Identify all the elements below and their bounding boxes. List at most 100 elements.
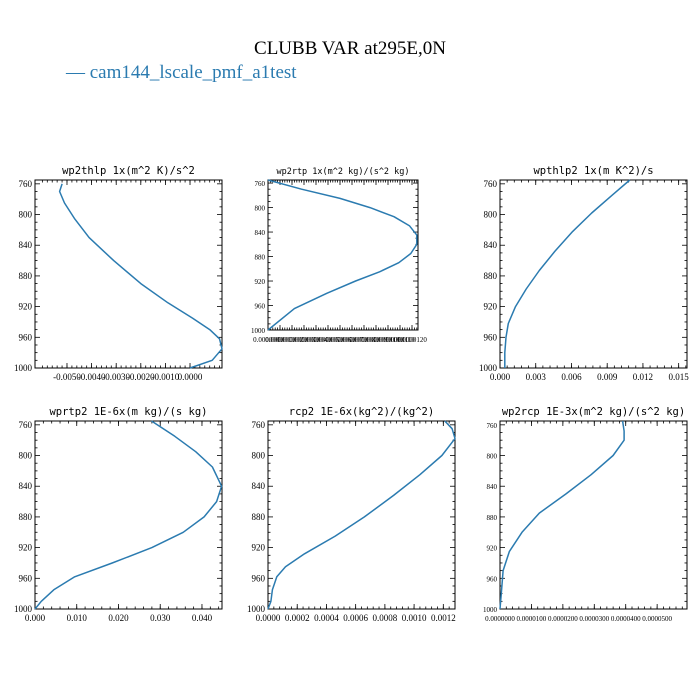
y-tick-label: 960: [255, 303, 266, 311]
series-line: [267, 420, 456, 610]
panel-grid: wp2thlp 1x(m^2 K)/s^2 760 800 840 880 920 960 1…: [14, 165, 689, 623]
y-tick-label: 920: [484, 302, 498, 312]
y-tick-label: 760: [252, 420, 266, 430]
y-tick-label: 920: [19, 302, 33, 312]
y-tick-label: 920: [19, 543, 33, 553]
y-tick-label: 960: [484, 332, 498, 342]
y-tick-label: 1000: [14, 604, 33, 614]
x-tick-label: -0.0040: [78, 372, 106, 382]
plot-frame: [499, 179, 688, 369]
y-tick-label: 880: [255, 254, 266, 262]
y-tick-label: 800: [487, 453, 498, 461]
plot-frame: [267, 179, 419, 331]
series-line: [499, 420, 625, 610]
y-tick-label: 800: [255, 205, 266, 213]
y-tick-label: 1000: [479, 363, 498, 373]
x-tick-label: 0.0000060: [325, 336, 355, 344]
series-line: [58, 183, 223, 369]
x-tick-label: 0.0010: [402, 613, 427, 623]
panel-5: rcp2 1E-6x(kg^2)/(kg^2) 760 800 840 880 920 96…: [247, 406, 456, 623]
series-line: [504, 179, 631, 368]
panel-6: wp2rcp 1E-3x(m^2 kg)/(s^2 kg) 760 800 840 88…: [483, 406, 688, 623]
x-tick-label: 0.0000120: [397, 336, 427, 344]
x-tick-label: 0.0000090: [361, 336, 391, 344]
x-tick-label: 0.015: [669, 372, 690, 382]
panel-title: wpthlp2 1x(m K^2)/s: [533, 165, 653, 177]
x-tick-label: -0.0010: [152, 372, 180, 382]
x-tick-label: 0.030: [150, 613, 171, 623]
plot-frame: [34, 179, 223, 369]
y-tick-label: 1000: [14, 363, 33, 373]
x-tick-label: 0.0000020: [277, 336, 307, 344]
y-tick-label: 760: [255, 180, 266, 188]
y-tick-label: 840: [484, 240, 498, 250]
y-tick-label: 880: [252, 512, 266, 522]
y-tick-label: 920: [252, 543, 266, 553]
y-tick-label: 760: [19, 420, 33, 430]
x-tick-label: 0.010: [67, 613, 88, 623]
x-tick-label: 0.020: [108, 613, 129, 623]
y-tick-label: 880: [19, 271, 33, 281]
figure-title: CLUBB VAR at295E,0N: [254, 38, 446, 59]
y-tick-label: 880: [19, 512, 33, 522]
y-tick-label: 840: [19, 481, 33, 491]
series-line: [34, 420, 223, 610]
y-tick-label: 840: [19, 240, 33, 250]
x-tick-label: 0.0000030: [289, 336, 319, 344]
y-tick-label: 800: [19, 451, 33, 461]
x-tick-label: 0.0000000: [485, 615, 515, 623]
panel-title: wp2rcp 1E-3x(m^2 kg)/(s^2 kg): [502, 406, 685, 418]
panel-title: wprtp2 1E-6x(m kg)/(s kg): [49, 406, 207, 418]
x-tick-label: 0.0000070: [337, 336, 367, 344]
x-tick-label: 0.006: [561, 372, 582, 382]
y-tick-label: 960: [487, 575, 498, 583]
y-tick-label: 960: [19, 573, 33, 583]
y-tick-label: 960: [19, 332, 33, 342]
x-tick-label: -0.0030: [102, 372, 130, 382]
plot-frame: [267, 420, 456, 610]
panel-4: wprtp2 1E-6x(m kg)/(s kg) 760 800 840 880 920…: [14, 406, 223, 623]
legend-entry: — cam144_lscale_pmf_a1test: [65, 62, 297, 83]
y-tick-label: 760: [19, 179, 33, 189]
y-tick-label: 760: [484, 179, 498, 189]
y-tick-label: 1000: [247, 604, 266, 614]
x-tick-label: 0.0004: [314, 613, 339, 623]
x-tick-label: 0.0008: [373, 613, 398, 623]
y-tick-label: 1000: [483, 606, 498, 614]
x-tick-label: 0.0000050: [313, 336, 343, 344]
x-tick-label: 0.0000080: [349, 336, 379, 344]
x-tick-label: 0.0000300: [579, 615, 609, 623]
x-tick-label: 0.0000100: [373, 336, 403, 344]
x-tick-label: 0.0002: [285, 613, 310, 623]
y-tick-label: 840: [252, 481, 266, 491]
x-tick-label: 0.012: [633, 372, 653, 382]
x-tick-label: 0.003: [526, 372, 547, 382]
x-tick-label: 0.000: [490, 372, 511, 382]
x-tick-label: 0.0000200: [548, 615, 578, 623]
panel-title: rcp2 1E-6x(kg^2)/(kg^2): [289, 406, 434, 418]
x-tick-label: -0.0050: [53, 372, 81, 382]
x-tick-label: 0.0012: [431, 613, 456, 623]
x-tick-label: 0.0000500: [642, 615, 672, 623]
y-tick-label: 960: [252, 573, 266, 583]
x-tick-label: 0.009: [597, 372, 618, 382]
panel-1: wp2thlp 1x(m^2 K)/s^2 760 800 840 880 920 960 1…: [14, 165, 223, 382]
x-tick-label: 0.040: [192, 613, 213, 623]
series-line: [267, 179, 418, 331]
y-tick-label: 800: [252, 451, 266, 461]
x-tick-label: 0.0000000: [253, 336, 283, 344]
y-tick-label: 760: [487, 422, 498, 430]
x-tick-label: 0.0000010: [265, 336, 295, 344]
plot-frame: [34, 420, 223, 610]
panel-3: wpthlp2 1x(m K^2)/s 760 800 840 880 920 960 100…: [479, 165, 689, 382]
x-tick-label: 0.0000400: [611, 615, 641, 623]
y-tick-label: 920: [487, 545, 498, 553]
y-tick-label: 880: [484, 271, 498, 281]
panel-title: wp2thlp 1x(m^2 K)/s^2: [62, 165, 195, 177]
x-tick-label: 0.0006: [343, 613, 368, 623]
x-tick-label: 0.000: [25, 613, 46, 623]
panel-2: wp2rtp 1x(m^2 kg)/(s^2 kg) 760 800 840 880 92…: [251, 167, 427, 344]
plot-frame: [499, 420, 688, 610]
y-tick-label: 1000: [251, 327, 266, 335]
